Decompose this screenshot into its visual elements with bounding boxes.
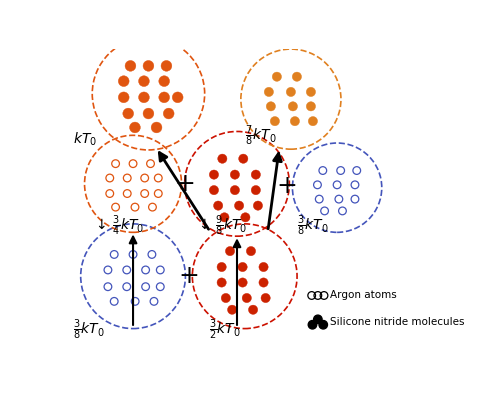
Circle shape xyxy=(286,87,296,97)
Circle shape xyxy=(130,122,140,133)
Circle shape xyxy=(230,170,239,179)
Circle shape xyxy=(259,263,268,272)
Circle shape xyxy=(138,76,149,87)
Circle shape xyxy=(118,76,129,87)
Circle shape xyxy=(246,247,256,256)
Circle shape xyxy=(308,321,316,329)
Circle shape xyxy=(314,315,322,324)
Text: $kT_0$: $kT_0$ xyxy=(73,130,97,148)
Circle shape xyxy=(164,108,174,119)
Circle shape xyxy=(226,247,234,256)
Circle shape xyxy=(306,87,316,97)
Text: +: + xyxy=(276,174,297,198)
Circle shape xyxy=(159,92,170,103)
Circle shape xyxy=(159,76,170,87)
Circle shape xyxy=(306,102,316,111)
Circle shape xyxy=(261,293,270,303)
Circle shape xyxy=(210,186,218,195)
Text: Argon atoms: Argon atoms xyxy=(330,290,397,301)
Text: +: + xyxy=(178,264,199,288)
Circle shape xyxy=(308,117,318,126)
Circle shape xyxy=(259,278,268,287)
Circle shape xyxy=(220,213,229,222)
Circle shape xyxy=(210,170,218,179)
Circle shape xyxy=(238,154,248,163)
Circle shape xyxy=(238,263,247,272)
Circle shape xyxy=(118,92,129,103)
Circle shape xyxy=(230,186,239,195)
Circle shape xyxy=(218,154,227,163)
Circle shape xyxy=(143,61,154,71)
Circle shape xyxy=(288,102,298,111)
Circle shape xyxy=(264,87,274,97)
Circle shape xyxy=(143,108,154,119)
Circle shape xyxy=(272,72,281,81)
Circle shape xyxy=(138,92,149,103)
Text: $\frac{7}{8}kT_0$: $\frac{7}{8}kT_0$ xyxy=(244,123,276,148)
Text: $\downarrow\,$$\frac{9}{8}kT_0$: $\downarrow\,$$\frac{9}{8}kT_0$ xyxy=(196,213,248,238)
Circle shape xyxy=(123,108,134,119)
Circle shape xyxy=(172,92,183,103)
Text: Silicone nitride molecules: Silicone nitride molecules xyxy=(330,317,464,328)
Circle shape xyxy=(251,170,260,179)
Circle shape xyxy=(161,61,172,71)
Circle shape xyxy=(248,305,258,315)
Circle shape xyxy=(238,278,247,287)
Circle shape xyxy=(266,102,276,111)
Circle shape xyxy=(217,263,226,272)
Circle shape xyxy=(270,117,280,126)
Circle shape xyxy=(254,201,262,210)
Circle shape xyxy=(319,321,328,329)
Circle shape xyxy=(151,122,162,133)
Circle shape xyxy=(217,278,226,287)
Circle shape xyxy=(234,201,244,210)
Circle shape xyxy=(221,293,230,303)
Text: $\downarrow\,$$\frac{3}{4}kT_0$: $\downarrow\,$$\frac{3}{4}kT_0$ xyxy=(93,213,144,238)
Circle shape xyxy=(125,61,136,71)
Circle shape xyxy=(228,305,237,315)
Text: $\frac{3}{8}kT_0$: $\frac{3}{8}kT_0$ xyxy=(297,213,329,238)
Circle shape xyxy=(241,213,250,222)
Circle shape xyxy=(242,293,252,303)
Text: +: + xyxy=(174,172,195,196)
Text: $\frac{3}{2}kT_0$: $\frac{3}{2}kT_0$ xyxy=(208,317,240,342)
Circle shape xyxy=(214,201,223,210)
Circle shape xyxy=(290,117,300,126)
Text: $\frac{3}{8}kT_0$: $\frac{3}{8}kT_0$ xyxy=(73,317,105,342)
Circle shape xyxy=(251,186,260,195)
Circle shape xyxy=(292,72,302,81)
